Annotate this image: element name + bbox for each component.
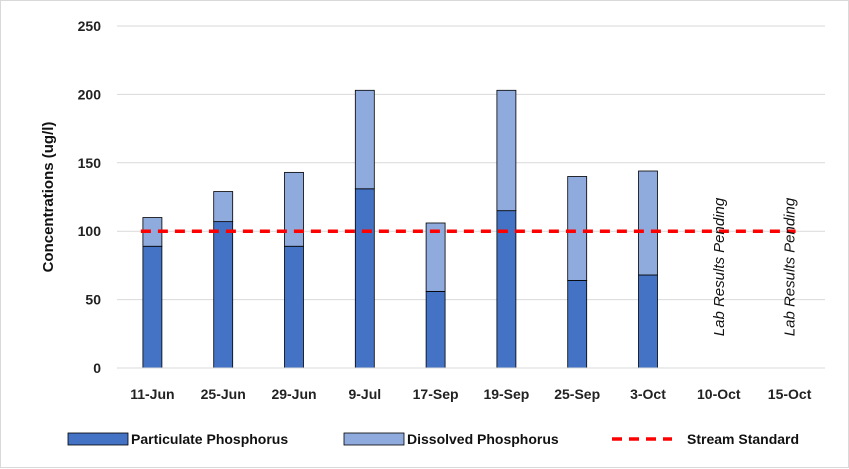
- x-tick-label: 19-Sep: [483, 386, 529, 402]
- bars: [142, 89, 658, 369]
- legend-label: Stream Standard: [687, 431, 799, 447]
- legend-swatch: [67, 432, 129, 446]
- legend-swatch: [343, 432, 405, 446]
- dissolved-bar: [425, 222, 446, 292]
- y-axis-ticks: 0 50 100 150 200 250: [78, 18, 102, 376]
- y-tick-label: 100: [78, 223, 102, 239]
- y-tick-label: 50: [85, 292, 101, 308]
- y-tick-label: 200: [78, 86, 102, 102]
- y-tick-label: 250: [78, 18, 102, 34]
- dissolved-bar: [638, 170, 658, 276]
- x-tick-label: 3-Oct: [630, 386, 666, 402]
- pending-annotation: Lab Results Pending: [711, 197, 728, 336]
- dissolved-bar: [213, 191, 234, 223]
- particulate-bar: [567, 280, 588, 369]
- y-tick-label: 0: [93, 360, 101, 376]
- x-axis-ticks: 11-Jun 25-Jun 29-Jun 9-Jul 17-Sep 19-Sep 25-Se…: [130, 386, 812, 402]
- legend-stream-standard: Stream Standard: [612, 431, 799, 447]
- particulate-bar: [142, 245, 163, 369]
- y-axis-label: Concentrations (ug/l): [40, 122, 57, 273]
- x-tick-label: 25-Sep: [554, 386, 600, 402]
- x-tick-label: 29-Jun: [271, 386, 316, 402]
- annotations: Lab Results Pending Lab Results Pending: [711, 197, 799, 336]
- dissolved-bar: [354, 89, 375, 190]
- y-tick-label: 150: [78, 155, 102, 171]
- legend-particulate: Particulate Phosphorus: [67, 431, 288, 447]
- particulate-bar: [354, 188, 375, 369]
- x-tick-label: 25-Jun: [201, 386, 246, 402]
- x-tick-label: 15-Oct: [768, 386, 812, 402]
- x-tick-label: 9-Jul: [348, 386, 381, 402]
- x-tick-label: 11-Jun: [130, 386, 174, 402]
- x-tick-label: 10-Oct: [697, 386, 741, 402]
- x-tick-label: 17-Sep: [413, 386, 459, 402]
- legend-label: Dissolved Phosphorus: [407, 431, 559, 447]
- particulate-bar: [496, 210, 517, 369]
- particulate-bar: [213, 221, 234, 369]
- legend-label: Particulate Phosphorus: [131, 431, 288, 447]
- legend: Particulate Phosphorus Dissolved Phosphor…: [67, 431, 799, 447]
- pending-annotation: Lab Results Pending: [782, 197, 799, 336]
- particulate-bar: [425, 290, 446, 369]
- legend-dissolved: Dissolved Phosphorus: [343, 431, 559, 447]
- particulate-bar: [284, 245, 304, 369]
- dissolved-bar: [496, 89, 517, 212]
- dissolved-bar: [567, 176, 588, 281]
- particulate-bar: [638, 274, 658, 369]
- dissolved-bar: [284, 171, 304, 247]
